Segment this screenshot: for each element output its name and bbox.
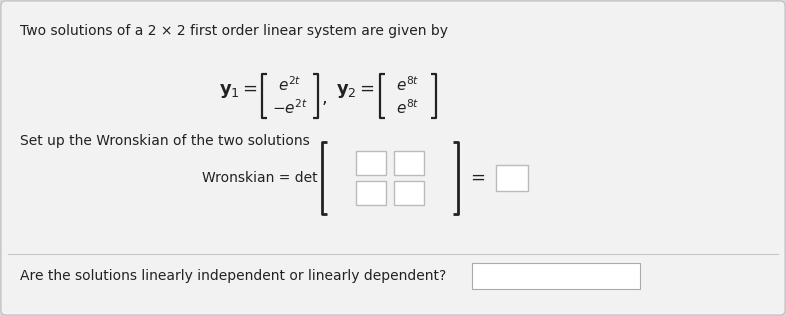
Text: Wronskian = det: Wronskian = det bbox=[202, 171, 318, 185]
Text: Choose: Choose bbox=[486, 269, 540, 283]
Text: $e^{2t}$: $e^{2t}$ bbox=[278, 76, 302, 94]
FancyBboxPatch shape bbox=[394, 181, 424, 205]
FancyBboxPatch shape bbox=[394, 151, 424, 175]
FancyBboxPatch shape bbox=[496, 165, 528, 191]
Text: $e^{8t}$: $e^{8t}$ bbox=[396, 76, 420, 94]
Text: ,: , bbox=[322, 89, 328, 107]
FancyBboxPatch shape bbox=[472, 263, 640, 289]
Text: =: = bbox=[471, 169, 486, 187]
Text: Two solutions of a 2 × 2 first order linear system are given by: Two solutions of a 2 × 2 first order lin… bbox=[20, 24, 448, 38]
Text: ∨: ∨ bbox=[620, 271, 628, 281]
Text: $\mathbf{y}_2 =$: $\mathbf{y}_2 =$ bbox=[336, 82, 375, 100]
Text: Are the solutions linearly independent or linearly dependent?: Are the solutions linearly independent o… bbox=[20, 269, 446, 283]
Text: Set up the Wronskian of the two solutions: Set up the Wronskian of the two solution… bbox=[20, 134, 310, 148]
Text: $e^{8t}$: $e^{8t}$ bbox=[396, 99, 420, 117]
Text: $\mathbf{y}_1 =$: $\mathbf{y}_1 =$ bbox=[219, 82, 258, 100]
FancyBboxPatch shape bbox=[356, 181, 386, 205]
FancyBboxPatch shape bbox=[356, 151, 386, 175]
Text: $-e^{2t}$: $-e^{2t}$ bbox=[272, 99, 308, 117]
